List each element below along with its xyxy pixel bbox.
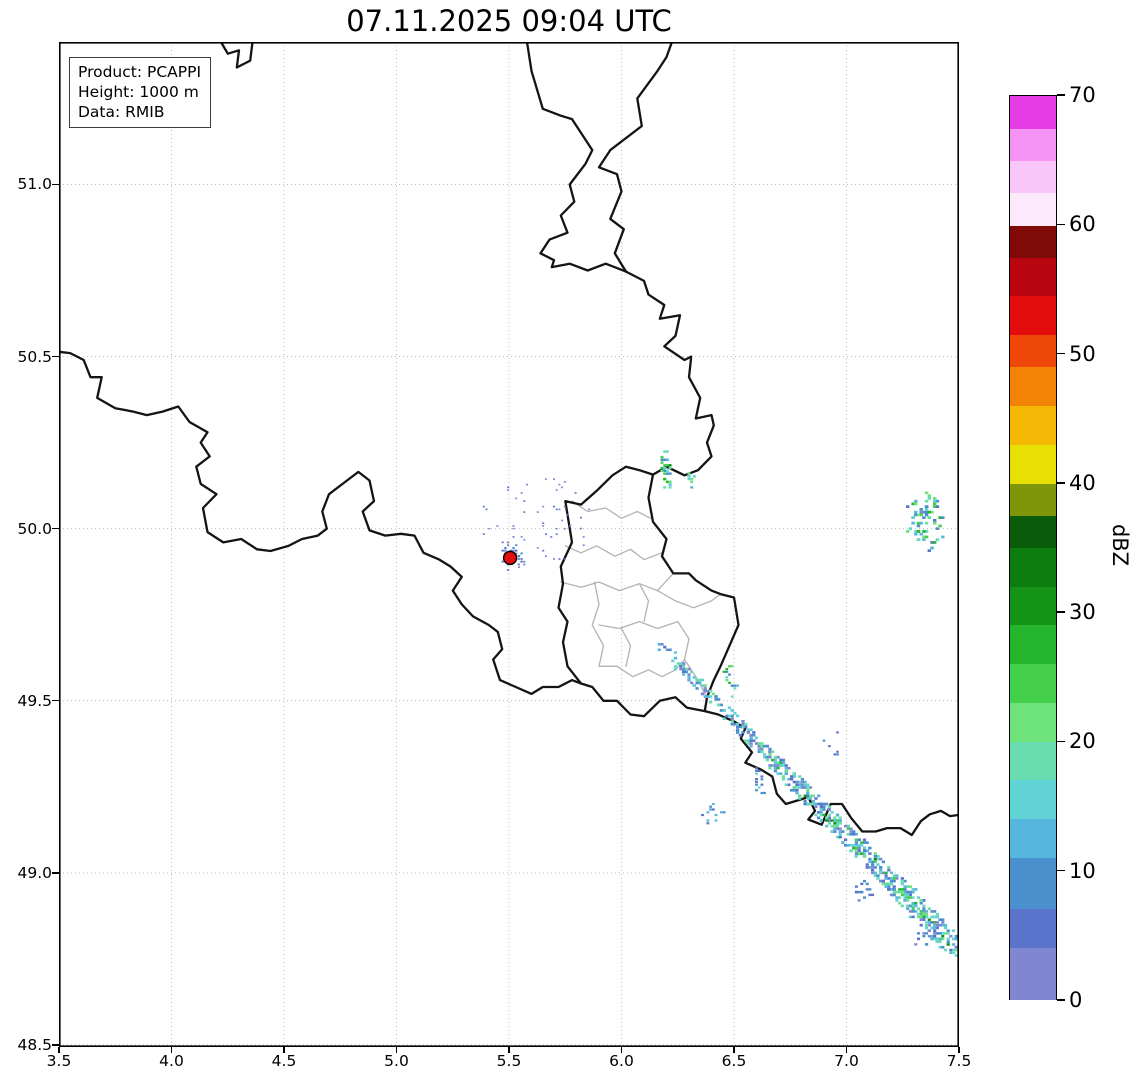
y-tick-mark: [52, 872, 59, 874]
x-tick-mark: [845, 1047, 848, 1053]
x-tick-label: 6.5: [721, 1052, 747, 1070]
colorbar-tick-label: 50: [1069, 341, 1096, 366]
x-tick-label: 6.0: [609, 1052, 634, 1070]
x-tick-mark: [620, 1047, 623, 1053]
info-box: Product: PCAPPI Height: 1000 m Data: RMI…: [69, 57, 212, 129]
map-canvas: [59, 42, 959, 1047]
colorbar-segment: [1010, 702, 1056, 742]
colorbar-segment: [1010, 160, 1056, 194]
x-tick-label: 4.0: [159, 1052, 184, 1070]
colorbar-segment: [1010, 663, 1056, 703]
radar-site-marker: [502, 550, 518, 566]
colorbar-segment: [1010, 257, 1056, 297]
x-tick-mark: [733, 1047, 735, 1053]
colorbar-segment: [1010, 947, 1056, 1000]
x-tick-mark: [958, 1047, 960, 1053]
colorbar-tick-label: 10: [1069, 858, 1096, 883]
colorbar: [1009, 95, 1057, 1000]
info-box-line-height: Height: 1000 m: [78, 83, 199, 102]
x-tick-label: 7.5: [946, 1052, 972, 1070]
x-tick-label: 3.5: [46, 1052, 72, 1070]
colorbar-segment: [1010, 225, 1056, 258]
colorbar-tick-mark: [1057, 94, 1065, 96]
colorbar-tick-mark: [1057, 482, 1065, 484]
x-tick-label: 7.0: [834, 1052, 859, 1070]
colorbar-segment: [1010, 128, 1056, 162]
colorbar-segment: [1010, 818, 1056, 858]
y-tick-mark: [52, 355, 59, 358]
info-box-line-data: Data: RMIB: [78, 103, 165, 122]
x-tick-label: 5.5: [496, 1052, 522, 1070]
y-tick-label: 49.5: [17, 691, 52, 710]
colorbar-segment: [1010, 779, 1056, 819]
x-tick-mark: [170, 1047, 173, 1053]
colorbar-segment: [1010, 908, 1056, 948]
colorbar-segment: [1010, 334, 1056, 368]
y-tick-mark: [52, 527, 59, 530]
colorbar-tick-mark: [1057, 611, 1065, 613]
y-tick-label: 50.0: [17, 519, 52, 538]
colorbar-segment: [1010, 366, 1056, 407]
colorbar-tick-mark: [1057, 740, 1065, 743]
x-tick-mark: [58, 1047, 60, 1053]
colorbar-tick-mark: [1057, 999, 1065, 1001]
colorbar-segment: [1010, 192, 1056, 226]
colorbar-segment: [1010, 483, 1056, 516]
x-tick-mark: [283, 1047, 285, 1053]
colorbar-segment: [1010, 741, 1056, 781]
x-tick-mark: [508, 1047, 510, 1053]
y-tick-mark: [52, 183, 59, 186]
colorbar-segment: [1010, 586, 1056, 626]
colorbar-tick-label: 40: [1069, 470, 1096, 495]
y-tick-label: 50.5: [17, 347, 52, 366]
y-tick-mark: [52, 700, 59, 702]
radar-echoes-layer: [482, 450, 959, 968]
colorbar-segment: [1010, 405, 1056, 445]
colorbar-segment: [1010, 515, 1056, 549]
plot-frame: [59, 42, 959, 1047]
colorbar-label: dBZ: [1108, 523, 1132, 567]
colorbar-tick-label: 20: [1069, 729, 1096, 754]
colorbar-tick-mark: [1057, 223, 1065, 226]
x-tick-label: 4.5: [271, 1052, 297, 1070]
country-borders-layer: [59, 42, 959, 837]
map-plot: [59, 42, 959, 1047]
colorbar-tick-label: 30: [1069, 600, 1096, 625]
plot-title: 07.11.2025 09:04 UTC: [346, 4, 672, 38]
colorbar-segment: [1010, 547, 1056, 587]
y-tick-mark: [52, 1044, 59, 1046]
colorbar-segment: [1010, 857, 1056, 910]
y-tick-label: 51.0: [17, 175, 52, 194]
colorbar-tick-mark: [1057, 352, 1065, 355]
colorbar-segment: [1010, 96, 1056, 129]
colorbar-segment: [1010, 295, 1056, 336]
x-tick-label: 5.0: [384, 1052, 409, 1070]
colorbar-segment: [1010, 444, 1056, 484]
colorbar-tick-label: 0: [1069, 988, 1083, 1012]
colorbar-tick-label: 60: [1069, 212, 1096, 237]
y-tick-label: 49.0: [17, 863, 52, 882]
colorbar-segment: [1010, 624, 1056, 665]
info-box-line-product: Product: PCAPPI: [78, 63, 202, 81]
y-tick-label: 48.5: [17, 1035, 52, 1054]
colorbar-tick-label: 70: [1069, 83, 1096, 107]
region-borders-layer: [560, 500, 722, 698]
colorbar-tick-mark: [1057, 869, 1065, 872]
x-tick-mark: [395, 1047, 398, 1053]
